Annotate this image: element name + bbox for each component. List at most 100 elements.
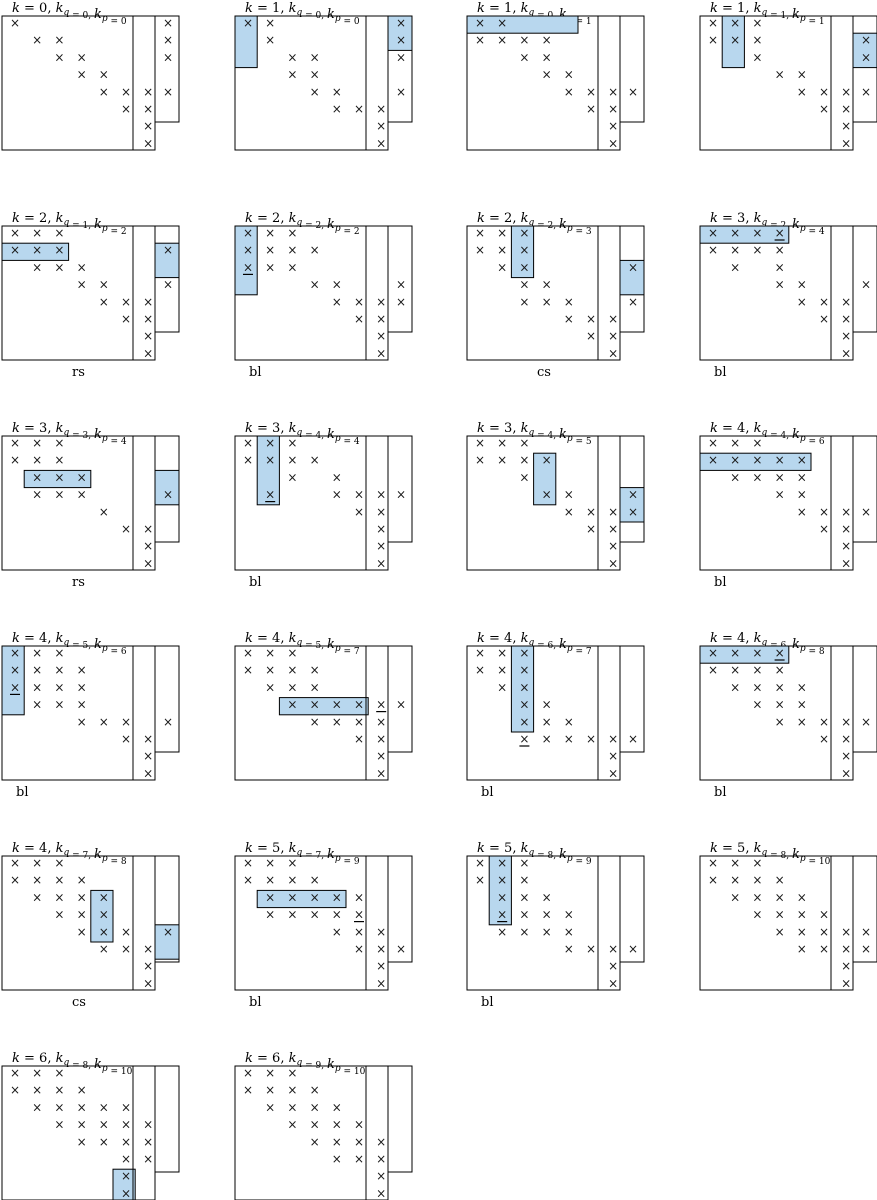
- panel-title: k = 5, kq = 8, kp = 10: [710, 841, 831, 867]
- cross-mark: ×: [396, 698, 406, 712]
- panel-title: k = 4, kq = 7, kp = 8: [12, 841, 127, 867]
- cross-mark: ×: [265, 856, 275, 870]
- cross-mark: ×: [497, 436, 507, 450]
- cross-mark: ×: [497, 663, 507, 677]
- cross-mark: ×: [396, 85, 406, 99]
- panel-label: bl: [481, 995, 493, 1010]
- cross-mark: ×: [797, 295, 807, 309]
- cross-mark: ×: [841, 715, 851, 729]
- cross-mark: ×: [54, 226, 64, 240]
- side-highlight: [619, 259, 645, 296]
- cross-mark: ×: [475, 453, 485, 467]
- cross-mark: ×: [861, 85, 871, 99]
- cross-mark: ×: [332, 1100, 342, 1114]
- cross-mark: ×: [586, 312, 596, 326]
- highlight-block: [23, 469, 92, 489]
- cross-mark: ×: [861, 278, 871, 292]
- matrix-box: [1, 225, 156, 361]
- cross-mark: ×: [287, 698, 297, 712]
- cross-mark: ×: [332, 85, 342, 99]
- cross-mark: ×: [310, 1135, 320, 1149]
- cross-mark: ×: [396, 50, 406, 64]
- matrix-box: [234, 435, 389, 571]
- cross-mark: ×: [332, 1118, 342, 1132]
- cross-mark: ×: [99, 278, 109, 292]
- cross-mark: ×: [265, 680, 275, 694]
- cross-mark: ×: [752, 226, 762, 240]
- cross-mark: ×: [77, 698, 87, 712]
- cross-mark: ×: [542, 68, 552, 82]
- cross-mark: ×: [752, 698, 762, 712]
- cross-mark: ×: [10, 1083, 20, 1097]
- panel: k = 2, kq = 2, kp = 2× × ×× × × ×× × ×× ×× × ×× ×××…: [234, 211, 413, 380]
- cross-mark: ×: [287, 890, 297, 904]
- cross-mark: ×: [730, 33, 740, 47]
- cross-mark: ×: [586, 522, 596, 536]
- cross-mark: ×: [32, 856, 42, 870]
- cross-mark: ×: [608, 749, 618, 763]
- cross-mark: ×: [841, 539, 851, 553]
- cross-mark: ×: [730, 646, 740, 660]
- cross-mark: ×: [77, 260, 87, 274]
- cross-mark: ×: [310, 715, 320, 729]
- cross-mark: ×: [608, 556, 618, 570]
- cross-mark: ×: [608, 102, 618, 116]
- cross-mark: ×: [265, 873, 275, 887]
- panel: k = 1, kq = 0, kp = 0× ××× ×× ×× ×× × ×××××××: [234, 1, 413, 151]
- cross-mark: ×: [332, 470, 342, 484]
- panel: k = 4, kq = 6, kp = 7× × ×× × ×× ×× ×× × ×× × × × ××…: [466, 631, 645, 800]
- panel: k = 0, kq = 0, kp = 0×× ×× ×× ×× × ×× ×××××××: [1, 1, 180, 151]
- cross-mark: ×: [797, 470, 807, 484]
- side-vector-box: [853, 855, 877, 963]
- cross-mark: ×: [10, 680, 20, 694]
- matrix-box: [699, 225, 854, 361]
- matrix-box: [699, 435, 854, 571]
- cross-mark: ×: [332, 1135, 342, 1149]
- cross-mark: ×: [797, 890, 807, 904]
- cross-mark: ×: [243, 1083, 253, 1097]
- matrix-box: [234, 15, 389, 151]
- cross-mark: ×: [376, 522, 386, 536]
- cross-mark: ×: [10, 873, 20, 887]
- panel-label: bl: [249, 365, 261, 380]
- cross-mark: ×: [519, 33, 529, 47]
- cross-mark: ×: [519, 226, 529, 240]
- cross-mark: ×: [752, 436, 762, 450]
- panel-title: k = 5, kq = 7, kp = 9: [245, 841, 360, 867]
- matrix-box: [234, 225, 389, 361]
- side-vector-box: [155, 645, 180, 753]
- cross-mark: ×: [730, 260, 740, 274]
- cross-mark: ×: [310, 85, 320, 99]
- cross-mark: ×: [752, 33, 762, 47]
- cross-mark: ×: [77, 1135, 87, 1149]
- cross-mark: ×: [608, 959, 618, 973]
- cross-mark: ×: [121, 925, 131, 939]
- cross-mark: ×: [32, 488, 42, 502]
- cross-mark: ×: [376, 505, 386, 519]
- highlight-block: [90, 889, 114, 943]
- cross-mark: ×: [354, 715, 364, 729]
- cross-mark: ×: [775, 278, 785, 292]
- cross-mark: ×: [475, 226, 485, 240]
- cross-mark: ×: [730, 663, 740, 677]
- cross-mark: ×: [775, 646, 785, 660]
- panel-label: bl: [714, 575, 726, 590]
- cross-mark: ×: [143, 522, 153, 536]
- cross-mark: ×: [752, 243, 762, 257]
- cross-mark: ×: [497, 890, 507, 904]
- cross-mark: ×: [519, 436, 529, 450]
- cross-mark: ×: [475, 436, 485, 450]
- cross-mark: ×: [354, 505, 364, 519]
- cross-mark: ×: [564, 68, 574, 82]
- cross-mark: ×: [121, 732, 131, 746]
- cross-mark: ×: [396, 295, 406, 309]
- cross-mark: ×: [332, 488, 342, 502]
- cross-mark: ×: [519, 260, 529, 274]
- cross-mark: ×: [121, 295, 131, 309]
- cross-mark: ×: [99, 85, 109, 99]
- cross-mark: ×: [841, 312, 851, 326]
- panel-title: k = 6, kq = 9, kp = 10: [245, 1051, 366, 1077]
- cross-mark: ×: [310, 50, 320, 64]
- cross-mark: ×: [819, 715, 829, 729]
- panel-label: bl: [16, 785, 28, 800]
